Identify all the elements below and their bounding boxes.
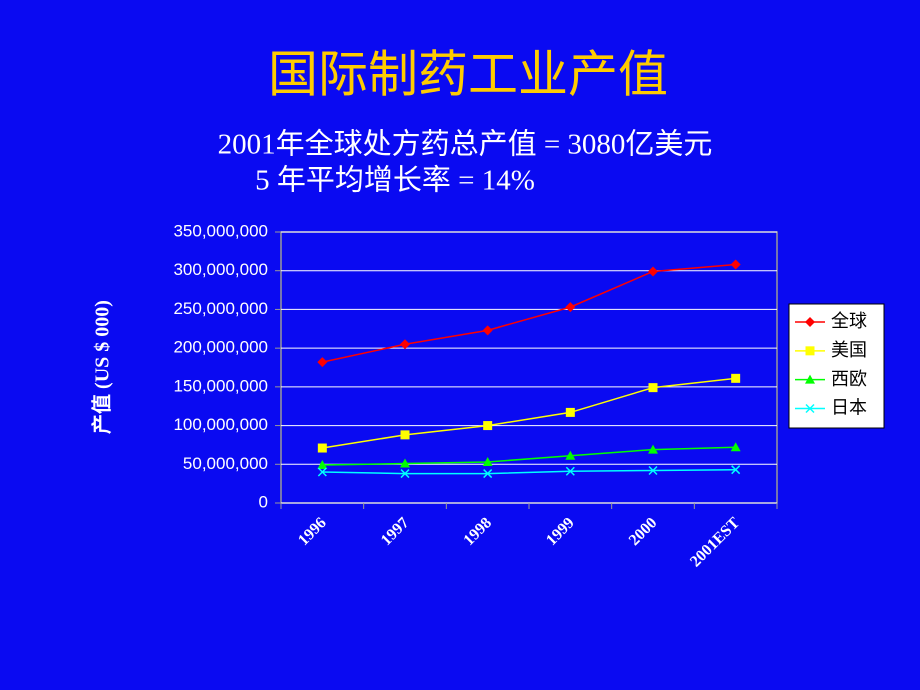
marker	[400, 339, 410, 350]
y-axis-label: 产值 (US $ 000)	[90, 300, 114, 434]
marker	[648, 444, 658, 454]
slide-title: 国际制药工业产值	[268, 46, 668, 102]
marker	[730, 259, 741, 270]
marker	[482, 456, 493, 466]
marker	[400, 469, 410, 479]
legend-label: 全球	[831, 311, 867, 331]
marker	[317, 357, 328, 368]
y-tick-label: 300,000,000	[173, 260, 268, 279]
marker	[483, 469, 493, 479]
subtitle: 5 年平均增长率 = 14%	[255, 164, 535, 197]
marker	[648, 383, 658, 393]
marker	[565, 407, 575, 417]
marker	[317, 467, 327, 477]
series-line	[322, 263, 736, 363]
y-tick-label: 50,000,000	[183, 454, 268, 473]
marker	[805, 317, 815, 327]
legend-label: 日本	[831, 398, 867, 418]
marker	[648, 266, 658, 277]
series-line	[322, 468, 736, 475]
y-tick-label: 200,000,000	[173, 338, 268, 357]
legend-label: 西欧	[831, 369, 867, 389]
y-tick-label: 0	[259, 492, 268, 511]
series-line	[322, 377, 736, 449]
marker	[805, 346, 815, 356]
marker	[731, 465, 741, 475]
marker	[648, 465, 658, 476]
marker	[730, 442, 741, 452]
marker	[482, 325, 493, 336]
marker	[565, 466, 575, 476]
marker	[805, 374, 815, 384]
marker	[565, 302, 576, 313]
marker	[731, 373, 741, 383]
y-tick-label: 250,000,000	[173, 299, 268, 318]
subtitle: 2001年全球处方药总产值 = 3080亿美元	[218, 128, 713, 161]
marker	[317, 443, 327, 453]
y-tick-label: 100,000,000	[173, 415, 268, 434]
legend-box	[788, 303, 885, 429]
y-tick-label: 350,000,000	[173, 221, 268, 240]
y-tick-label: 150,000,000	[173, 376, 268, 395]
legend-label: 美国	[831, 340, 867, 360]
marker	[317, 460, 328, 470]
marker	[805, 403, 815, 414]
marker	[483, 421, 493, 431]
marker	[565, 450, 576, 460]
marker	[400, 458, 410, 468]
marker	[400, 430, 410, 440]
series-line	[322, 446, 736, 466]
